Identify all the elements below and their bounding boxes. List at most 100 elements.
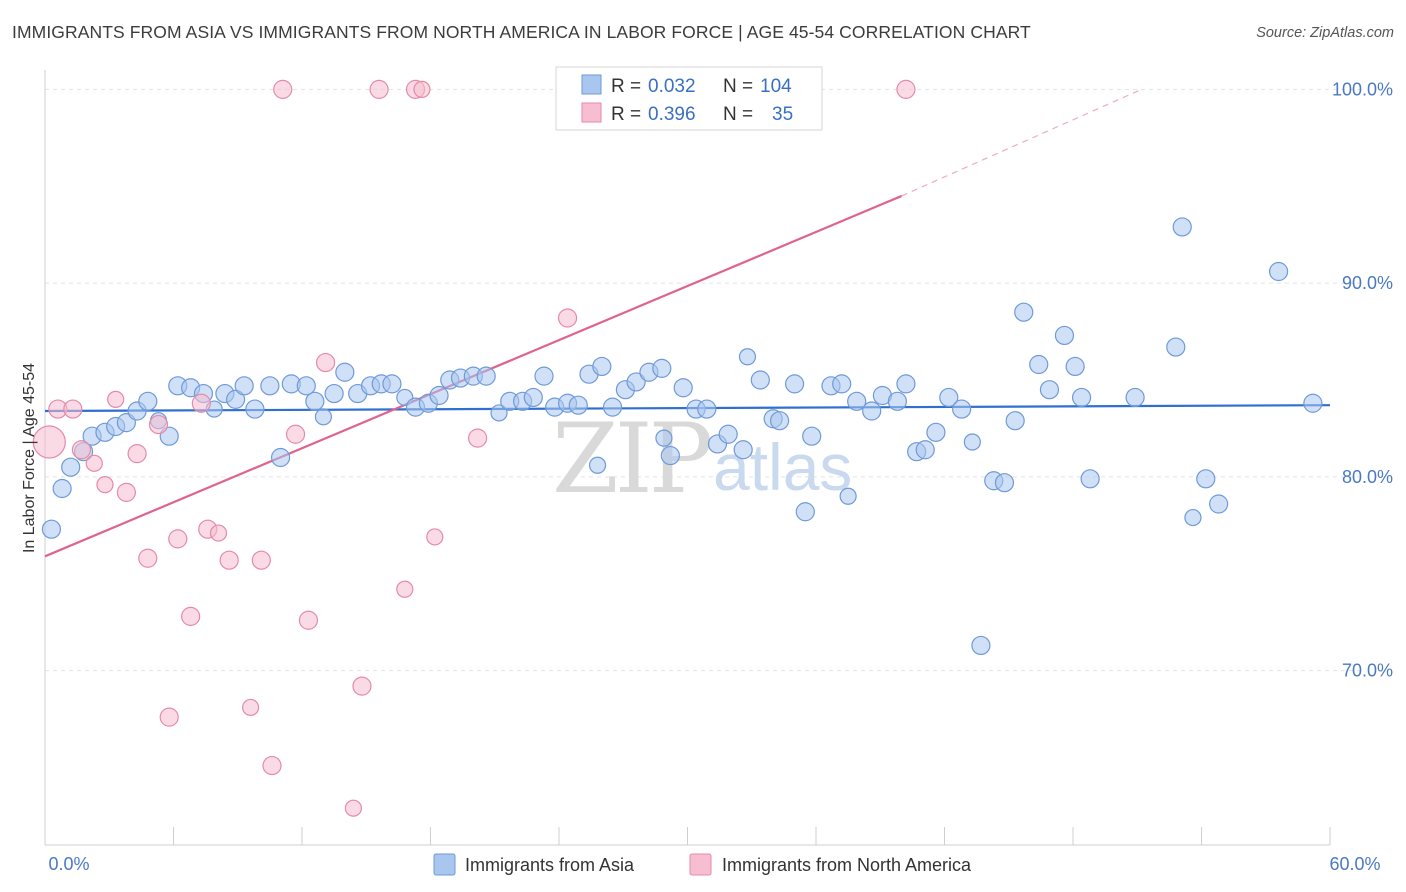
point-asia bbox=[750, 370, 770, 390]
watermark-atlas: atlas bbox=[713, 430, 852, 504]
point-asia bbox=[476, 366, 496, 386]
data-points bbox=[32, 79, 1323, 817]
point-asia bbox=[832, 374, 852, 394]
point-asia bbox=[1196, 469, 1216, 489]
point-asia bbox=[523, 387, 543, 408]
point-north-america bbox=[181, 606, 201, 626]
point-north-america bbox=[159, 707, 179, 727]
point-asia bbox=[652, 358, 672, 378]
legend-n-value-north-america: 35 bbox=[772, 104, 793, 125]
point-north-america bbox=[191, 393, 211, 413]
series-legend-label-asia: Immigrants from Asia bbox=[465, 855, 635, 875]
point-asia bbox=[1014, 302, 1034, 322]
point-asia bbox=[738, 348, 757, 366]
point-asia bbox=[1125, 387, 1145, 408]
point-asia bbox=[1039, 380, 1060, 400]
point-asia bbox=[534, 366, 554, 386]
legend-swatch-asia bbox=[581, 74, 602, 95]
legend-n-label-north-america: N = bbox=[723, 104, 753, 125]
point-north-america bbox=[426, 528, 444, 546]
point-north-america bbox=[273, 79, 293, 99]
point-north-america bbox=[315, 352, 336, 373]
series-legend: Immigrants from Asia Immigrants from Nor… bbox=[433, 853, 972, 876]
point-asia bbox=[245, 399, 265, 419]
point-north-america bbox=[138, 548, 158, 568]
point-asia bbox=[963, 433, 981, 451]
point-asia bbox=[41, 519, 62, 539]
point-asia bbox=[138, 391, 158, 411]
point-north-america bbox=[896, 79, 916, 99]
point-asia bbox=[270, 447, 291, 468]
trend-line-north-america-extension bbox=[901, 88, 1142, 197]
point-asia bbox=[994, 473, 1015, 493]
point-asia bbox=[260, 376, 280, 396]
point-north-america bbox=[85, 454, 103, 472]
point-north-america bbox=[413, 80, 431, 98]
source-label: Source: ZipAtlas.com bbox=[1256, 25, 1394, 41]
point-asia bbox=[971, 635, 991, 656]
point-asia bbox=[1065, 356, 1085, 377]
point-asia bbox=[660, 445, 680, 466]
point-north-america bbox=[107, 390, 125, 408]
point-north-america bbox=[32, 425, 66, 459]
legend-r-label-asia: R = bbox=[611, 76, 641, 97]
point-asia bbox=[952, 399, 972, 419]
point-asia bbox=[588, 456, 607, 474]
point-asia bbox=[1166, 337, 1186, 357]
y-tick-label: 90.0% bbox=[1342, 273, 1393, 293]
point-asia bbox=[1303, 393, 1323, 413]
point-asia bbox=[926, 422, 946, 442]
point-asia bbox=[1172, 217, 1192, 237]
legend-n-value-asia: 104 bbox=[760, 76, 792, 97]
chart-title: IMMIGRANTS FROM ASIA VS IMMIGRANTS FROM … bbox=[12, 22, 1031, 42]
point-north-america bbox=[148, 414, 169, 435]
point-asia bbox=[626, 372, 646, 392]
point-asia bbox=[314, 408, 333, 426]
point-asia bbox=[305, 391, 325, 411]
point-asia bbox=[234, 376, 254, 396]
point-asia bbox=[382, 374, 402, 394]
point-north-america bbox=[369, 79, 389, 99]
y-tick-label: 100.0% bbox=[1332, 79, 1393, 99]
point-north-america bbox=[71, 440, 92, 460]
series-legend-swatch-asia bbox=[433, 853, 456, 876]
legend-swatch-north-america bbox=[581, 102, 602, 123]
point-asia bbox=[896, 374, 916, 394]
point-asia bbox=[52, 478, 72, 499]
point-asia bbox=[61, 457, 81, 477]
point-north-america bbox=[468, 428, 488, 448]
point-north-america bbox=[63, 399, 83, 419]
point-north-america bbox=[219, 550, 239, 570]
watermark-zip: ZIP bbox=[552, 403, 711, 515]
stats-legend: R = 0.032 N = 104 R = 0.396 N = 35 bbox=[555, 66, 823, 131]
point-asia bbox=[862, 401, 882, 421]
point-asia bbox=[592, 356, 612, 377]
point-asia bbox=[1184, 508, 1202, 527]
point-asia bbox=[324, 383, 344, 404]
point-asia bbox=[226, 389, 246, 409]
point-asia bbox=[802, 426, 822, 446]
point-north-america bbox=[285, 424, 306, 444]
point-asia bbox=[839, 487, 857, 505]
point-north-america bbox=[262, 755, 282, 776]
point-asia bbox=[1071, 387, 1092, 408]
point-asia bbox=[335, 362, 355, 382]
y-tick-label: 70.0% bbox=[1342, 661, 1393, 681]
point-north-america bbox=[344, 799, 362, 817]
legend-r-label-north-america: R = bbox=[611, 104, 641, 125]
tick-labels: 70.0% 80.0% 90.0% 100.0% 0.0% 60.0% bbox=[48, 79, 1393, 874]
y-tick-label: 80.0% bbox=[1342, 467, 1393, 487]
point-asia bbox=[718, 424, 738, 444]
x-tick-label: 0.0% bbox=[48, 854, 89, 874]
point-north-america bbox=[242, 698, 260, 717]
point-north-america bbox=[96, 476, 114, 494]
point-asia bbox=[1005, 411, 1025, 431]
point-asia bbox=[655, 429, 673, 447]
x-tick-label: 60.0% bbox=[1329, 854, 1380, 874]
point-asia bbox=[490, 404, 508, 422]
point-north-america bbox=[168, 529, 188, 549]
point-asia bbox=[429, 385, 449, 406]
point-asia bbox=[1268, 261, 1289, 282]
point-asia bbox=[887, 391, 907, 411]
